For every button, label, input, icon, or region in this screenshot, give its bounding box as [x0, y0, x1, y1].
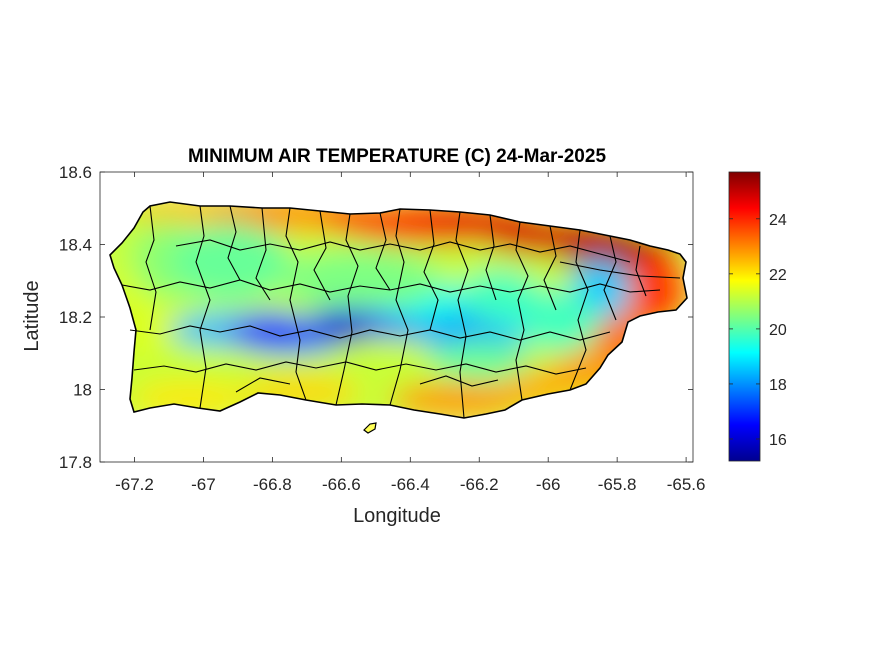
- municipality-boundary: [235, 377, 291, 393]
- temperature-blob: [230, 312, 310, 348]
- y-tick-label: 18: [73, 381, 92, 400]
- x-tick-label: -65.6: [667, 475, 706, 494]
- x-tick-label: -66.6: [322, 475, 361, 494]
- municipality-boundary: [227, 205, 241, 281]
- municipality-boundary: [133, 361, 587, 375]
- x-tick-label: -67.2: [115, 475, 154, 494]
- municipality-boundary: [255, 207, 271, 301]
- y-tick-label: 18.6: [59, 163, 92, 182]
- municipality-boundary: [485, 214, 497, 301]
- x-tick-label: -66.8: [253, 475, 292, 494]
- colorbar-gradient: [728, 171, 761, 462]
- temperature-blob: [430, 340, 530, 380]
- municipality-boundary: [129, 325, 611, 341]
- municipality-boundary: [559, 261, 681, 279]
- municipality-boundary: [635, 245, 647, 297]
- municipality-boundaries: [121, 205, 681, 419]
- municipality-boundary: [419, 375, 499, 387]
- x-tick-label: -67: [191, 475, 216, 494]
- colorbar-tick-label: 18: [769, 377, 787, 394]
- municipality-boundary: [569, 229, 589, 391]
- municipality-boundary: [603, 235, 617, 321]
- colorbar-ticks: 16 18 20 22 24: [729, 212, 787, 449]
- x-tick-label: -66.2: [460, 475, 499, 494]
- temperature-blob: [280, 250, 440, 310]
- y-axis-ticks: 17.8 18 18.2 18.4 18.6: [59, 163, 693, 472]
- colorbar-tick-label: 16: [769, 432, 787, 449]
- temperature-blob: [520, 290, 600, 350]
- y-tick-label: 18.4: [59, 236, 92, 255]
- y-tick-label: 18.2: [59, 308, 92, 327]
- colorbar-tick-label: 22: [769, 267, 787, 284]
- municipality-boundary: [389, 208, 409, 406]
- y-axis-label: Latitude: [21, 280, 43, 351]
- x-tick-label: -66.4: [391, 475, 430, 494]
- x-tick-label: -65.8: [598, 475, 637, 494]
- municipality-boundary: [175, 239, 631, 263]
- y-tick-label: 17.8: [59, 453, 92, 472]
- municipality-boundary: [335, 213, 359, 406]
- chart-title: MINIMUM AIR TEMPERATURE (C) 24-Mar-2025: [188, 146, 606, 167]
- municipality-boundary: [121, 279, 661, 293]
- municipality-boundary: [423, 209, 439, 331]
- colorbar-tick-label: 20: [769, 322, 787, 339]
- municipality-boundary: [455, 211, 469, 419]
- x-axis-label: Longitude: [353, 505, 441, 527]
- municipality-boundary: [285, 207, 307, 401]
- temperature-blob: [390, 382, 530, 418]
- municipality-boundary: [195, 205, 211, 409]
- municipality-boundary: [145, 205, 157, 331]
- temperature-field: [110, 202, 687, 418]
- temperature-blob: [310, 308, 370, 332]
- municipality-boundary: [515, 221, 529, 401]
- municipality-boundary: [543, 225, 557, 311]
- x-tick-label: -66: [536, 475, 561, 494]
- municipality-boundary: [375, 212, 391, 291]
- colorbar-tick-label: 24: [769, 212, 787, 229]
- colorbar: 16 18 20 22 24: [728, 171, 787, 462]
- offshore-islet: [363, 422, 377, 434]
- municipality-boundary: [313, 210, 331, 301]
- island-coastline: [109, 201, 688, 419]
- x-axis-ticks: -67.2 -67 -66.8 -66.6 -66.4 -66.2 -66 -65.8 -65.…: [115, 172, 705, 494]
